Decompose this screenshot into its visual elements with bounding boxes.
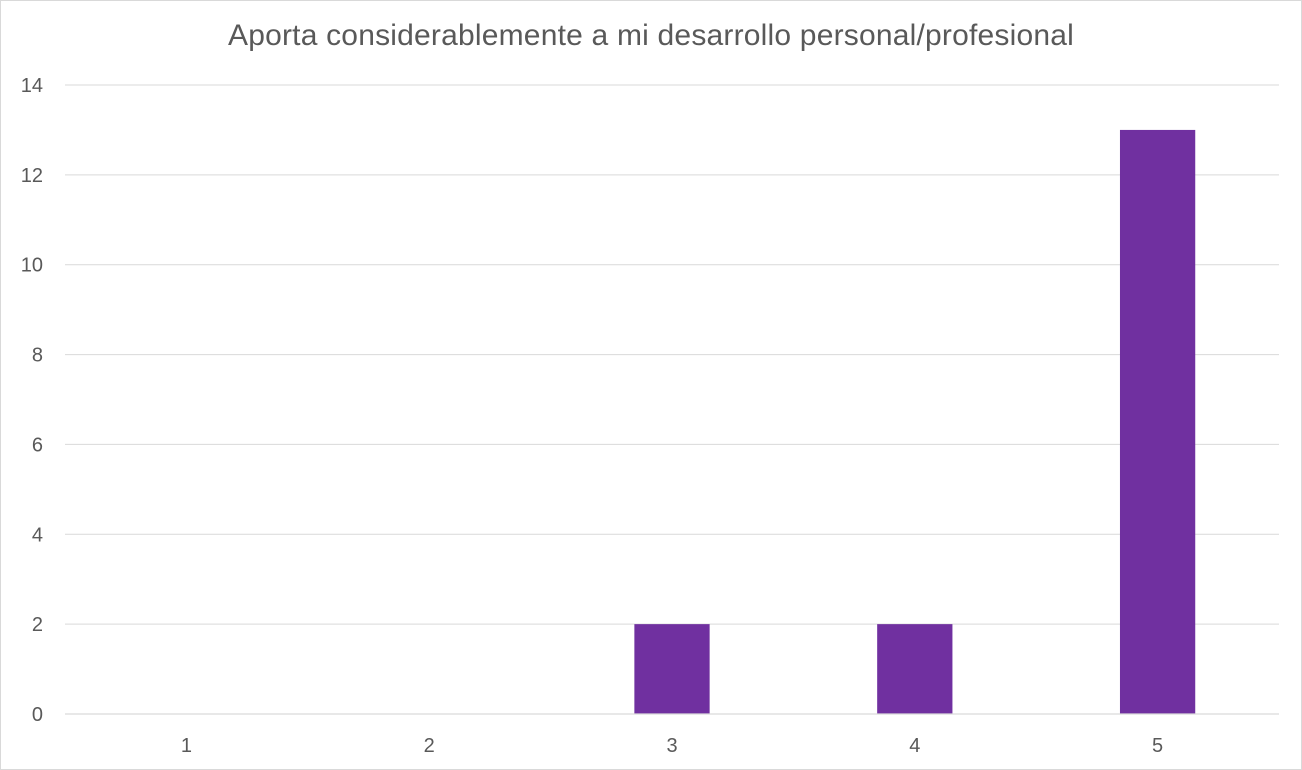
bar-3: [634, 624, 710, 714]
x-tick-label-4: 4: [909, 735, 920, 757]
bar-5: [1119, 129, 1196, 714]
chart-title: Aporta considerablemente a mi desarrollo…: [227, 19, 1074, 52]
y-tick-label-2: 2: [32, 614, 43, 636]
x-tick-label-5: 5: [1152, 735, 1163, 757]
bars: [634, 129, 1196, 714]
y-tick-label-6: 6: [32, 434, 43, 456]
y-tick-label-8: 8: [32, 345, 43, 367]
y-tick-label-0: 0: [32, 704, 43, 726]
y-tick-label-12: 12: [21, 165, 43, 187]
x-tick-label-1: 1: [181, 735, 192, 757]
y-tick-label-14: 14: [21, 75, 43, 97]
bar-4: [877, 624, 953, 714]
x-tick-label-3: 3: [666, 735, 677, 757]
gridlines: [65, 84, 1279, 625]
x-tick-label-2: 2: [424, 735, 435, 757]
y-tick-label-4: 4: [32, 524, 43, 546]
y-tick-label-10: 10: [21, 255, 43, 277]
